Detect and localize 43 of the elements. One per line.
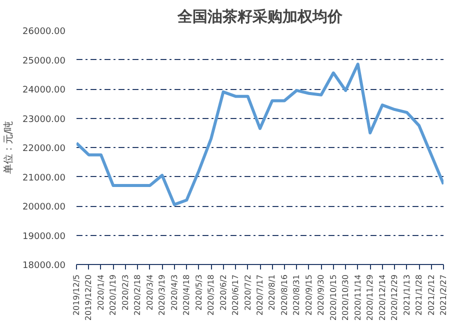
- x-tick-label: 2020/10/15: [328, 274, 338, 321]
- x-tick-label: 2020/12/29: [390, 274, 400, 321]
- x-tick-label: 2020/4/3: [170, 274, 179, 310]
- x-tick-label: 2020/1/4: [96, 274, 106, 310]
- x-tick-label: 2020/11/14: [353, 274, 362, 321]
- x-tick-label: 2021/1/28: [414, 274, 424, 316]
- x-tick-label: 2020/1/19: [108, 274, 118, 316]
- x-tick-label: 2020/8/16: [280, 274, 289, 316]
- x-tick-label: 2020/4/18: [182, 274, 192, 316]
- x-tick-label: 2020/6/2: [218, 274, 228, 310]
- y-tick-label: 22000.00: [22, 144, 66, 154]
- y-tick-label: 26000.00: [22, 27, 66, 37]
- y-tick-label: 23000.00: [22, 114, 66, 125]
- x-tick-label: 2020/9/30: [316, 274, 326, 316]
- x-tick-label: 2021/2/12: [426, 274, 436, 316]
- x-tick-label: 2021/2/27: [439, 274, 448, 316]
- x-tick-label: 2020/9/15: [304, 274, 314, 316]
- line-series: [76, 62, 444, 206]
- y-tick-label: 21000.00: [22, 173, 66, 184]
- x-tick-label: 2020/3/19: [158, 274, 167, 316]
- x-tick-label: 2020/5/18: [206, 274, 216, 316]
- y-tick-label: 18000.00: [22, 261, 66, 271]
- x-tick-label: 2020/10/30: [341, 274, 350, 321]
- x-tick-label: 2020/2/18: [133, 274, 142, 316]
- x-tick-label: 2020/8/31: [292, 274, 302, 316]
- x-tick-label: 2020/2/3: [120, 274, 130, 310]
- x-tick-label: 2020/8/1: [268, 274, 277, 310]
- y-tick-label: 25000.00: [22, 56, 66, 66]
- x-tick-label: 2019/12/5: [72, 274, 81, 316]
- y-axis-title: 单位：元/吨: [2, 120, 15, 174]
- x-tick-label: 2020/12/14: [378, 274, 387, 321]
- x-tick-label: 2020/7/2: [243, 274, 252, 310]
- y-tick-label: 20000.00: [22, 202, 66, 212]
- x-tick-label: 2020/11/29: [366, 274, 375, 321]
- x-tick-label: 2019/12/20: [84, 274, 94, 321]
- x-tick-label: 2020/6/17: [231, 274, 240, 316]
- y-tick-label: 24000.00: [22, 86, 66, 96]
- x-tick-label: 2020/7/17: [256, 274, 264, 316]
- y-tick-label: 19000.00: [22, 232, 66, 242]
- chart-title: 全国油茶籽采购加权均价: [176, 8, 344, 26]
- x-tick-label: 2020/5/3: [194, 274, 204, 310]
- x-tick-label: 2020/3/4: [145, 274, 154, 310]
- x-tick-label: 2021/1/13: [402, 274, 412, 316]
